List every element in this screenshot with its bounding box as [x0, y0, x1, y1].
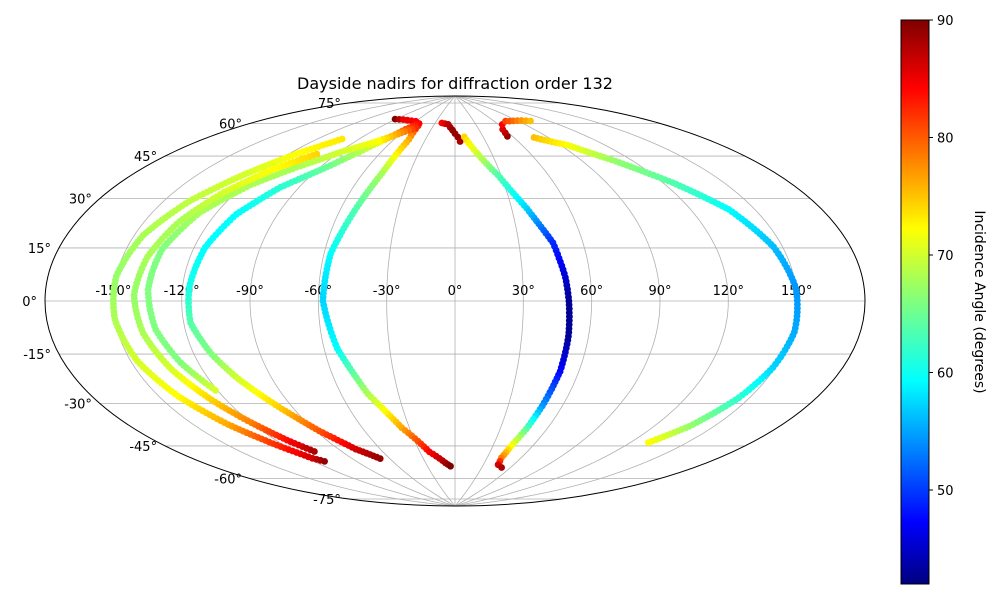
- y-tick-label: 0°: [22, 295, 37, 310]
- scatter-point: [311, 448, 318, 455]
- colorbar-tick-label: 60: [937, 367, 954, 382]
- map-boundary: [44, 95, 866, 507]
- scatter-point: [212, 387, 219, 394]
- x-tick-label: 0°: [448, 284, 463, 299]
- y-tick-label: -30°: [64, 398, 92, 413]
- colorbar-ticks: 50 60 70 80 90: [929, 14, 954, 499]
- scatter-point: [321, 458, 328, 465]
- colorbar-label: Incidence Angle (degrees): [971, 210, 987, 393]
- chart-title: Dayside nadirs for diffraction order 132: [297, 74, 613, 93]
- colorbar-tick-label: 80: [937, 132, 954, 147]
- x-tick-label: 90°: [648, 284, 671, 299]
- x-tick-label: 30°: [512, 284, 535, 299]
- colorbar-tick-label: 50: [937, 484, 954, 499]
- y-tick-label: 60°: [219, 117, 242, 132]
- x-tick-label: -120°: [164, 284, 200, 299]
- colorbar-bar: [900, 19, 930, 585]
- scatter-point: [447, 462, 454, 470]
- y-tick-label: -75°: [313, 493, 341, 508]
- longitude-tick-labels: -150°-120°-90°-60°-30°0°30°60°90°120°150…: [95, 284, 812, 299]
- colorbar-tick-label: 70: [937, 249, 954, 264]
- latitude-tick-labels: -75° -60° -45° -30° -15° 0° 15° 30° 45° 60° 75°: [22, 97, 341, 508]
- y-tick-label: 15°: [28, 242, 51, 257]
- y-tick-label: -45°: [129, 440, 157, 455]
- x-tick-label: -90°: [236, 284, 264, 299]
- colorbar-tick-label: 90: [937, 14, 954, 29]
- scatter-point: [645, 439, 652, 446]
- x-tick-label: 120°: [713, 284, 744, 299]
- y-tick-label: -15°: [23, 348, 51, 363]
- scatter-point: [498, 464, 505, 471]
- y-tick-label: 75°: [318, 97, 341, 112]
- x-tick-label: 60°: [580, 284, 603, 299]
- x-tick-label: -30°: [373, 284, 401, 299]
- y-tick-label: 30°: [69, 193, 92, 208]
- scatter-point: [499, 125, 507, 133]
- scatter-point: [527, 117, 534, 125]
- y-tick-label: 45°: [134, 150, 157, 165]
- y-tick-label: -60°: [214, 473, 242, 488]
- scatter-point: [456, 138, 464, 145]
- x-tick-label: -60°: [304, 284, 332, 299]
- colorbar: 50 60 70 80 90 Incidence Angle (degrees): [900, 14, 987, 585]
- scatter-points: [109, 115, 801, 471]
- graticule-grid: [45, 96, 865, 506]
- scatter-point: [376, 455, 384, 462]
